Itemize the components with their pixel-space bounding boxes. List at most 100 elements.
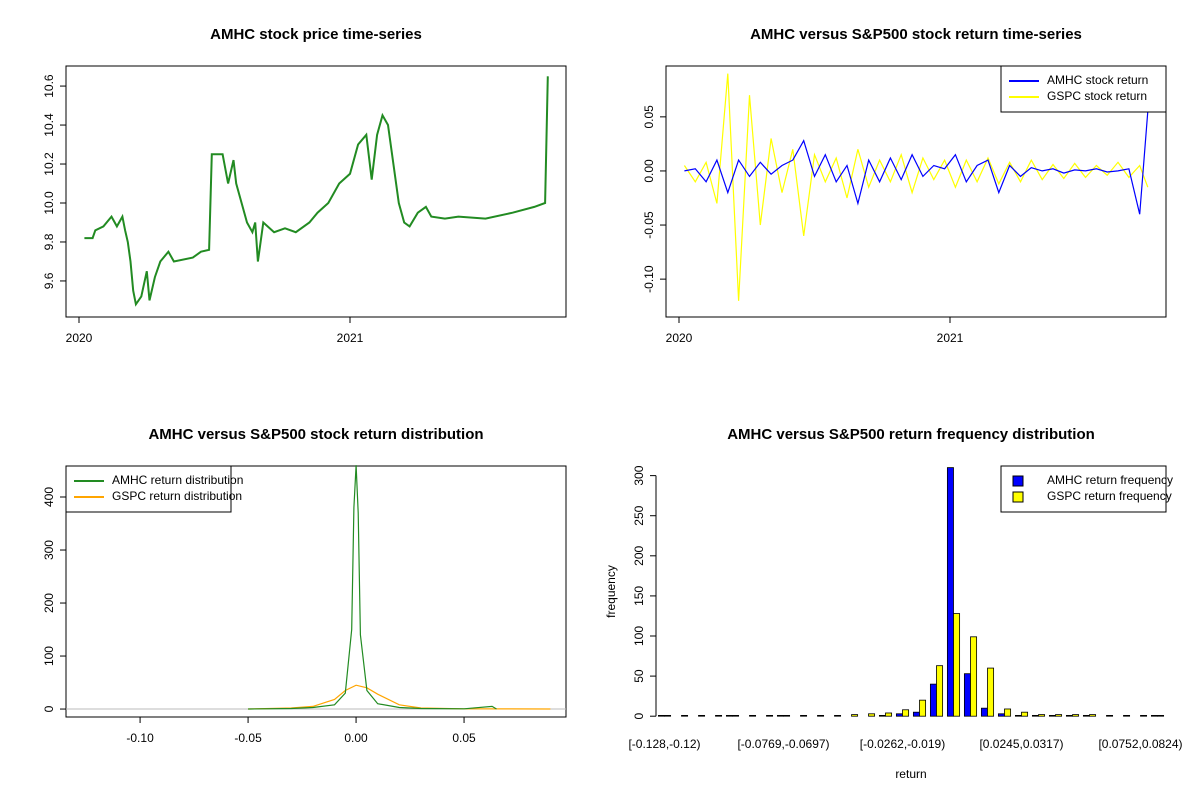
y-tick-label: 400 bbox=[42, 487, 56, 507]
bar bbox=[946, 467, 954, 717]
bar bbox=[1038, 714, 1046, 717]
bar bbox=[963, 673, 971, 717]
x-tick-label: 0.00 bbox=[344, 731, 368, 745]
bar bbox=[895, 713, 903, 717]
x-tick-label: 2021 bbox=[337, 331, 364, 345]
y-tick-label: 10.6 bbox=[42, 74, 56, 98]
bar bbox=[1123, 714, 1131, 717]
bar bbox=[902, 709, 910, 717]
bar bbox=[1031, 714, 1039, 717]
line-series bbox=[683, 73, 1149, 301]
bar bbox=[1021, 711, 1029, 717]
x-tick-label: 2020 bbox=[66, 331, 93, 345]
bar bbox=[800, 714, 808, 717]
legend-box bbox=[65, 465, 232, 513]
line-series bbox=[684, 111, 1149, 215]
y-tick-label: 0.05 bbox=[642, 105, 656, 129]
legend-box bbox=[1000, 65, 1167, 113]
y-tick-label: 100 bbox=[42, 646, 56, 666]
bar bbox=[1055, 714, 1063, 717]
bar bbox=[997, 713, 1005, 717]
bar bbox=[698, 714, 706, 717]
y-tick-label: 10.2 bbox=[42, 152, 56, 176]
bar bbox=[912, 711, 920, 717]
y-tick-label: -0.05 bbox=[642, 211, 656, 239]
legend-label: GSPC stock return bbox=[1047, 89, 1147, 103]
y-tick-label: 10.4 bbox=[42, 113, 56, 137]
legend-box bbox=[1000, 465, 1167, 513]
y-tick-label: 200 bbox=[42, 593, 56, 613]
bar bbox=[1072, 714, 1080, 717]
y-tick-label: 100 bbox=[632, 626, 646, 646]
x-tick-label: [0.0752,0.0824) bbox=[1098, 737, 1182, 751]
bar bbox=[732, 714, 740, 717]
bar bbox=[851, 714, 859, 717]
bar bbox=[783, 714, 791, 717]
y-tick-label: 200 bbox=[632, 545, 646, 565]
line-series bbox=[248, 684, 551, 710]
bar bbox=[936, 665, 944, 717]
bar bbox=[766, 714, 774, 717]
y-tick-label: 9.6 bbox=[42, 272, 56, 289]
bar bbox=[987, 667, 995, 717]
y-tick-label: 50 bbox=[632, 669, 646, 683]
y-tick-label: 0.00 bbox=[642, 159, 656, 183]
x-tick-label: [-0.0262,-0.019) bbox=[860, 737, 945, 751]
bar bbox=[681, 714, 689, 717]
x-tick-label: -0.10 bbox=[126, 731, 154, 745]
bar bbox=[1082, 714, 1090, 717]
plot-frame bbox=[665, 65, 1167, 318]
x-tick-label: 0.05 bbox=[452, 731, 476, 745]
plot-frame bbox=[65, 65, 567, 318]
bar bbox=[919, 699, 927, 717]
legend-swatch bbox=[1012, 491, 1024, 503]
bar bbox=[776, 714, 784, 717]
legend-swatch bbox=[1012, 475, 1024, 487]
legend-label: GSPC return frequency bbox=[1047, 489, 1172, 503]
x-tick-label: [0.0245,0.0317) bbox=[979, 737, 1063, 751]
bar bbox=[1089, 714, 1097, 717]
y-tick-label: -0.10 bbox=[642, 265, 656, 293]
chart-title: AMHC versus S&P500 stock return distribu… bbox=[148, 426, 483, 443]
y-tick-label: 10.0 bbox=[42, 191, 56, 215]
y-tick-label: 300 bbox=[42, 540, 56, 560]
bar bbox=[1065, 714, 1073, 717]
bar bbox=[657, 714, 665, 717]
bar bbox=[1014, 714, 1022, 717]
y-tick-label: 9.8 bbox=[42, 233, 56, 250]
x-axis-label: return bbox=[895, 767, 926, 781]
plot-frame bbox=[65, 465, 567, 718]
bar bbox=[725, 714, 733, 717]
bar bbox=[878, 714, 886, 717]
bar bbox=[817, 714, 825, 717]
bar bbox=[953, 613, 961, 717]
x-tick-label: [-0.0769,-0.0697) bbox=[737, 737, 829, 751]
bar bbox=[1150, 714, 1158, 717]
y-tick-label: 0 bbox=[632, 713, 646, 720]
line-series bbox=[248, 465, 497, 710]
bar bbox=[664, 714, 672, 717]
x-tick-label: [-0.128,-0.12) bbox=[628, 737, 700, 751]
legend-label: GSPC return distribution bbox=[112, 489, 242, 503]
bar bbox=[749, 714, 757, 717]
bar bbox=[715, 714, 723, 717]
bar bbox=[868, 713, 876, 717]
y-tick-label: 300 bbox=[632, 465, 646, 485]
legend-label: AMHC return distribution bbox=[112, 473, 243, 487]
y-axis-label: frequency bbox=[604, 565, 618, 618]
bar bbox=[1106, 714, 1114, 717]
line-series bbox=[84, 76, 549, 307]
bar bbox=[1048, 714, 1056, 717]
chart-title: AMHC versus S&P500 return frequency dist… bbox=[727, 426, 1095, 443]
legend-label: AMHC stock return bbox=[1047, 73, 1148, 87]
x-tick-label: 2020 bbox=[666, 331, 693, 345]
y-tick-label: 250 bbox=[632, 505, 646, 525]
bar bbox=[929, 683, 937, 717]
bar bbox=[1004, 708, 1012, 717]
bar bbox=[970, 636, 978, 717]
bar bbox=[1140, 714, 1148, 717]
chart-title: AMHC versus S&P500 stock return time-ser… bbox=[750, 26, 1082, 43]
bar bbox=[834, 714, 842, 717]
chart-title: AMHC stock price time-series bbox=[210, 26, 422, 43]
